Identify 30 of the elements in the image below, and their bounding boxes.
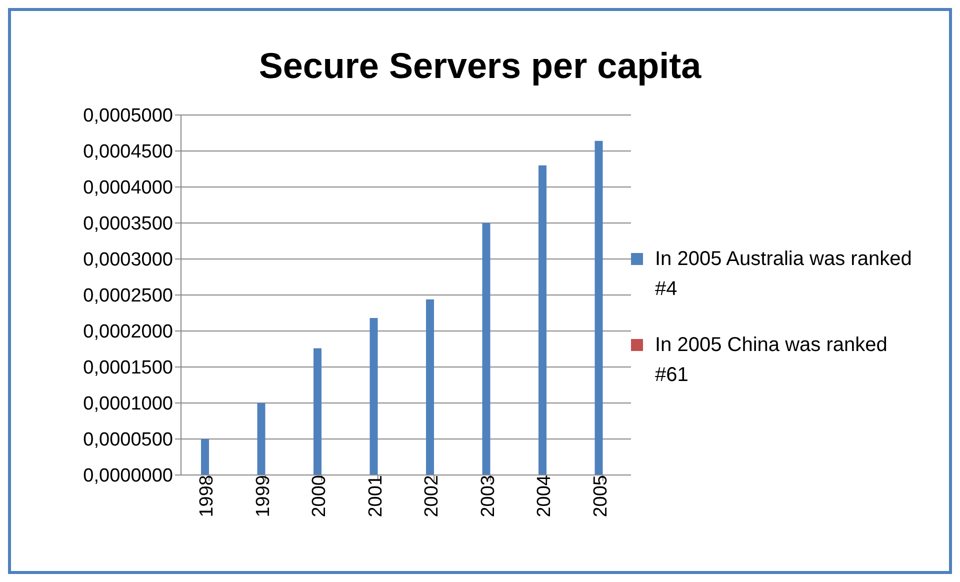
y-tick-label: 0,0000500 xyxy=(83,430,173,451)
x-tick-label: 2000 xyxy=(309,475,330,518)
bar xyxy=(538,165,546,475)
chart-title: Secure Servers per capita xyxy=(258,45,702,88)
y-tick-label: 0,0001000 xyxy=(83,394,173,415)
x-tick-label: 2003 xyxy=(478,475,499,518)
bar xyxy=(426,299,434,475)
bar xyxy=(257,403,266,475)
y-tick-label: 0,0004500 xyxy=(83,142,173,163)
bar xyxy=(201,439,209,475)
bar xyxy=(482,223,490,475)
bar xyxy=(594,140,603,475)
y-tick-label: 0,0005000 xyxy=(83,106,173,127)
bar xyxy=(370,318,378,475)
y-tick-label: 0,0003500 xyxy=(83,214,173,235)
x-tick-label: 2005 xyxy=(590,475,612,518)
y-tick-label: 0,0000000 xyxy=(83,466,173,487)
x-tick-label: 1999 xyxy=(252,475,274,518)
x-tick-label: 1998 xyxy=(196,475,218,518)
bar xyxy=(314,348,322,475)
legend-label: In 2005 China was ranked #61 xyxy=(655,333,888,388)
y-tick-label: 0,0002000 xyxy=(83,322,173,343)
y-tick-label: 0,0003000 xyxy=(83,250,173,271)
x-tick-label: 2002 xyxy=(422,475,443,518)
y-tick-label: 0,0002500 xyxy=(83,286,173,307)
x-tick-label: 2004 xyxy=(534,474,556,518)
x-tick-label: 2001 xyxy=(365,475,386,518)
legend-label: In 2005 Australia was ranked #4 xyxy=(655,247,913,302)
y-tick-label: 0,0001500 xyxy=(83,358,173,379)
y-tick-label: 0,0004000 xyxy=(83,178,173,199)
